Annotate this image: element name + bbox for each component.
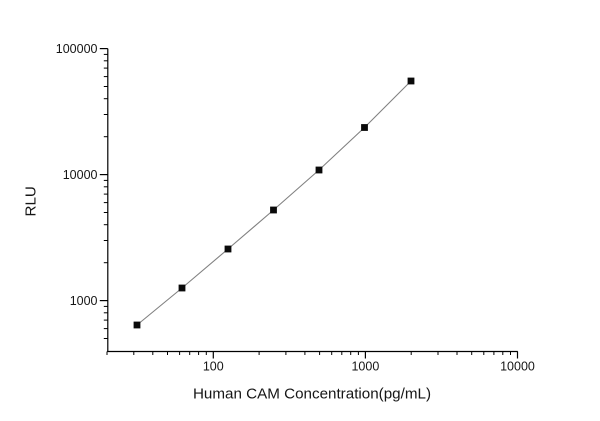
svg-text:1000: 1000 (351, 360, 379, 374)
svg-text:RLU: RLU (23, 186, 40, 216)
svg-text:Human CAM Concentration(pg/mL): Human CAM Concentration(pg/mL) (193, 385, 431, 402)
svg-text:100000: 100000 (56, 42, 98, 56)
svg-text:10000: 10000 (63, 168, 98, 182)
svg-text:1000: 1000 (70, 294, 98, 308)
svg-text:10000: 10000 (500, 360, 535, 374)
svg-text:100: 100 (203, 360, 224, 374)
